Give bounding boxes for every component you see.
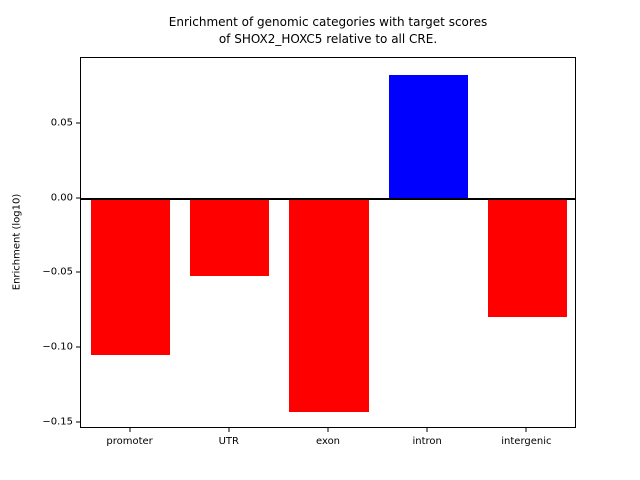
x-tick-label-intergenic: intergenic (501, 436, 552, 447)
x-tick-label-promoter: promoter (106, 436, 153, 447)
chart-title-line1: Enrichment of genomic categories with ta… (168, 15, 488, 29)
y-tick-label: 0.05 (50, 117, 73, 129)
zero-line (81, 197, 575, 200)
y-tick-label: −0.10 (42, 341, 73, 353)
x-tick-mark (426, 428, 428, 432)
y-tick-label: −0.05 (42, 266, 73, 278)
y-tick-mark (76, 271, 80, 273)
chart-title-line2: of SHOX2_HOXC5 relative to all CRE. (218, 31, 438, 46)
bar-intergenic (487, 198, 568, 317)
x-tick-label-intron: intron (412, 436, 442, 447)
bar-intron (388, 74, 468, 199)
bar-exon (289, 198, 369, 413)
y-tick-mark (76, 421, 80, 423)
y-tick-mark (76, 197, 80, 199)
y-axis-label: Enrichment (log10) (11, 193, 23, 291)
x-tick-mark (525, 428, 527, 432)
x-tick-label-exon: exon (315, 436, 341, 447)
chart-title: Enrichment of genomic categories with ta… (80, 14, 576, 48)
bar-promoter (90, 198, 171, 356)
y-tick-label: 0.00 (50, 192, 73, 204)
plot-area (80, 57, 576, 428)
x-tick-label-UTR: UTR (218, 436, 239, 447)
x-tick-mark (327, 428, 329, 432)
y-tick-mark (76, 346, 80, 348)
x-tick-mark (228, 428, 230, 432)
y-tick-mark (76, 122, 80, 124)
x-tick-mark (129, 428, 131, 432)
bar-UTR (190, 198, 270, 277)
y-tick-label: −0.15 (42, 416, 73, 428)
